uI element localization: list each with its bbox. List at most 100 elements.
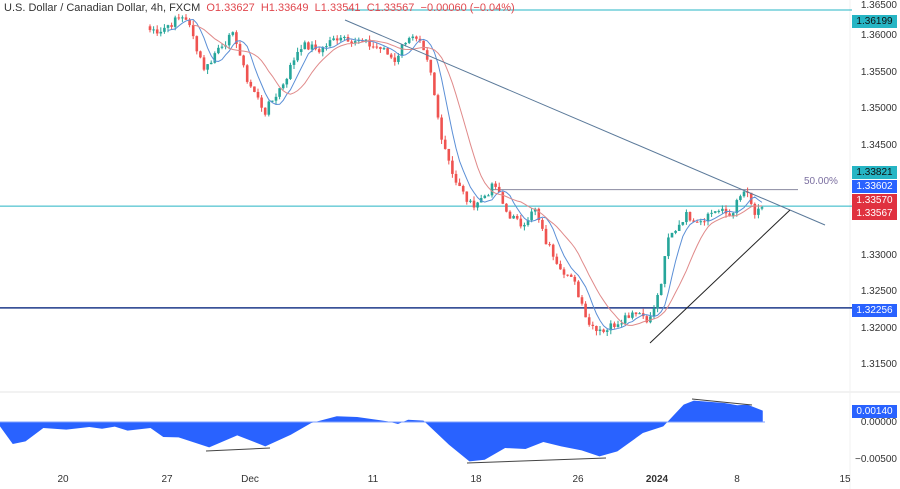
candle-body bbox=[170, 25, 173, 27]
candle-body bbox=[645, 316, 649, 323]
candle-body bbox=[325, 46, 328, 48]
candle-body bbox=[753, 203, 757, 215]
candle-body bbox=[537, 208, 541, 220]
price-tick: 1.36500 bbox=[860, 0, 897, 11]
candle-body bbox=[454, 173, 458, 183]
candle-body bbox=[181, 17, 184, 19]
candle-body bbox=[562, 269, 566, 275]
open-value: O1.33627 bbox=[206, 2, 255, 14]
descending-trendline bbox=[344, 19, 826, 226]
price-tick: 1.32000 bbox=[860, 323, 897, 334]
fib-badge: 1.33821 bbox=[852, 166, 897, 179]
candle-body bbox=[573, 276, 577, 282]
candle-body bbox=[159, 31, 163, 34]
candle-body bbox=[202, 57, 206, 70]
change-value: −0.00060 (−0.04%) bbox=[420, 2, 515, 14]
candle-body bbox=[742, 191, 746, 197]
oscillator-badge: 0.00140 bbox=[852, 405, 897, 418]
candle-body bbox=[461, 186, 465, 192]
candle-body bbox=[177, 17, 181, 19]
high-value: H1.33649 bbox=[260, 2, 309, 14]
price-tick: 1.34500 bbox=[860, 140, 897, 151]
ascending-trendline bbox=[649, 209, 791, 344]
candle-body bbox=[386, 48, 389, 55]
level-badge: 1.36199 bbox=[852, 15, 897, 28]
candle-body bbox=[260, 97, 263, 108]
candle-body bbox=[605, 330, 609, 332]
symbol-legend: U.S. Dollar / Canadian Dollar, 4h, FXCM … bbox=[4, 2, 515, 14]
candle-body bbox=[703, 221, 706, 223]
candle-body bbox=[706, 213, 710, 222]
candle-body bbox=[206, 64, 209, 70]
candle-body bbox=[317, 49, 321, 53]
price-tick: 1.35500 bbox=[860, 67, 897, 78]
candle-body bbox=[739, 196, 742, 201]
level-badge: 1.32256 bbox=[852, 304, 897, 317]
candle-body bbox=[497, 186, 501, 193]
candle-body bbox=[519, 218, 523, 227]
candle-body bbox=[274, 96, 278, 101]
candle-body bbox=[649, 316, 652, 323]
candle-body bbox=[242, 55, 245, 66]
candle-body bbox=[577, 281, 580, 298]
candle-body bbox=[616, 324, 620, 327]
candle-body bbox=[523, 224, 526, 227]
candle-body bbox=[368, 39, 371, 47]
candle-body bbox=[551, 244, 555, 257]
candle-body bbox=[584, 303, 587, 318]
candle-body bbox=[505, 203, 508, 212]
candle-body bbox=[638, 313, 641, 315]
candle-body bbox=[299, 49, 303, 52]
candle-body bbox=[465, 191, 469, 202]
candle-body bbox=[271, 100, 274, 102]
candle-body bbox=[447, 148, 451, 161]
candle-body bbox=[587, 317, 591, 325]
x-tick: 18 bbox=[470, 474, 482, 485]
candle-body bbox=[155, 29, 159, 34]
candle-body bbox=[253, 86, 256, 92]
price-tick: 1.33000 bbox=[860, 250, 897, 261]
fast-moving-average bbox=[167, 19, 763, 331]
candle-body bbox=[566, 274, 569, 276]
candle-body bbox=[627, 315, 631, 318]
candle-body bbox=[469, 200, 472, 202]
candle-body bbox=[490, 183, 494, 196]
candle-body bbox=[249, 81, 253, 87]
candle-body bbox=[184, 17, 188, 20]
candle-body bbox=[292, 60, 296, 65]
candle-body bbox=[541, 219, 544, 229]
candle-body bbox=[281, 84, 285, 89]
candle-body bbox=[609, 323, 613, 331]
candle-body bbox=[335, 38, 339, 41]
candle-body bbox=[263, 107, 267, 115]
candle-body bbox=[163, 27, 166, 32]
candle-body bbox=[695, 221, 699, 223]
candle-body bbox=[595, 325, 598, 332]
fib-label: 50.00% bbox=[804, 176, 838, 187]
candle-body bbox=[440, 117, 443, 140]
price-tick: 1.31500 bbox=[860, 359, 897, 370]
candle-body bbox=[173, 17, 177, 27]
x-tick: 2024 bbox=[645, 474, 669, 485]
candle-body bbox=[371, 46, 375, 48]
candle-body bbox=[681, 222, 685, 225]
osc-tick: 0.00000 bbox=[860, 417, 897, 428]
price-tick: 1.32500 bbox=[860, 286, 897, 297]
candle-body bbox=[580, 297, 584, 304]
candle-body bbox=[533, 208, 537, 212]
candle-body bbox=[235, 32, 238, 45]
candle-body bbox=[231, 32, 235, 35]
candle-body bbox=[285, 78, 289, 85]
candle-body bbox=[483, 195, 487, 199]
candle-body bbox=[501, 192, 505, 204]
candle-body bbox=[620, 323, 623, 325]
x-tick: 26 bbox=[572, 474, 584, 485]
candle-body bbox=[652, 308, 656, 317]
divergence-line bbox=[466, 457, 607, 464]
candle-body bbox=[667, 237, 670, 257]
candle-body bbox=[375, 46, 379, 48]
candle-body bbox=[548, 244, 551, 246]
candle-body bbox=[735, 200, 739, 214]
